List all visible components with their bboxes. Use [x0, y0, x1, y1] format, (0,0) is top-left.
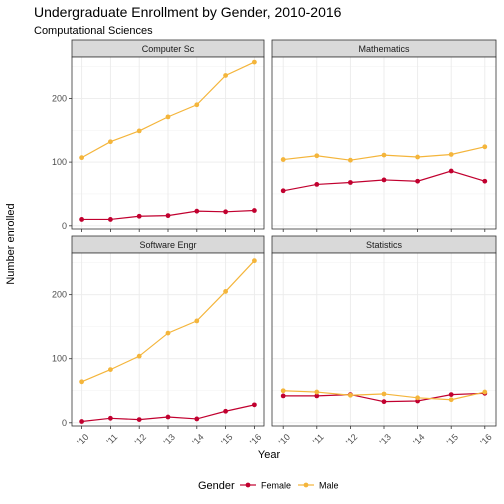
data-point-male: [348, 157, 353, 163]
data-point-male: [280, 157, 286, 162]
data-point-female: [280, 393, 286, 399]
data-point-female: [252, 402, 257, 408]
data-point-male: [381, 152, 387, 158]
y-tick-label: 0: [62, 221, 67, 231]
x-tick-label: '11: [104, 432, 119, 447]
legend-label: Male: [319, 481, 339, 491]
data-point-female: [280, 188, 286, 194]
legend-title: Gender: [198, 480, 235, 492]
panel-strip-label: Software Engr: [139, 240, 196, 250]
y-tick-label: 0: [62, 418, 67, 428]
data-point-male: [194, 318, 200, 324]
data-point-female: [223, 408, 229, 414]
data-point-male: [381, 391, 387, 397]
data-point-male: [415, 395, 420, 401]
x-tick-label: '12: [344, 432, 359, 447]
data-point-female: [314, 182, 320, 187]
data-point-female: [194, 416, 200, 422]
x-tick-label: '15: [445, 432, 460, 447]
panel-software-engr: Software Engr 0 100 200 '10 '11 '12 '13 '14 '15 '1…: [52, 235, 265, 447]
data-point-male: [136, 128, 142, 134]
x-tick-label: '10: [75, 432, 90, 447]
chart-title: Undergraduate Enrollment by Gender, 2010…: [34, 4, 342, 20]
data-point-female: [79, 217, 84, 222]
x-axis-title: Year: [258, 449, 281, 461]
data-point-male: [165, 330, 171, 336]
data-point-male: [482, 389, 488, 395]
data-point-male: [136, 353, 142, 359]
legend-item-male: Male: [298, 481, 339, 491]
data-point-female: [448, 392, 454, 398]
x-tick-label: '16: [478, 432, 493, 447]
data-point-female: [252, 208, 257, 213]
data-point-male: [448, 397, 454, 403]
data-point-male: [482, 144, 488, 150]
data-point-female: [108, 415, 113, 421]
data-point-female: [223, 209, 229, 215]
data-point-male: [223, 289, 229, 294]
panel-statistics: Statistics '10 '11 '12 '13 '14 '15 '16: [271, 235, 497, 447]
data-point-female: [194, 208, 200, 214]
data-point-male: [448, 152, 454, 157]
x-tick-label: '12: [133, 432, 148, 447]
panel-strip-label: Mathematics: [358, 44, 410, 54]
data-point-female: [381, 399, 387, 405]
x-tick-label: '14: [411, 432, 426, 447]
data-point-male: [252, 258, 257, 264]
data-point-male: [348, 392, 353, 398]
x-tick-label: '15: [219, 432, 234, 447]
x-tick-label: '11: [311, 432, 326, 447]
data-point-female: [108, 217, 113, 222]
legend: Gender Female Male: [198, 480, 339, 492]
data-point-female: [448, 168, 454, 174]
chart-subtitle: Computational Sciences: [34, 25, 153, 37]
x-tick-label: '13: [378, 432, 393, 447]
data-point-female: [381, 177, 387, 183]
data-point-female: [482, 178, 488, 184]
x-tick-label: '13: [162, 432, 177, 447]
panel-strip-label: Statistics: [366, 240, 403, 250]
data-point-male: [108, 367, 113, 373]
x-tick-label: '10: [277, 432, 292, 447]
legend-item-female: Female: [240, 481, 291, 491]
data-point-male: [252, 59, 257, 65]
data-point-male: [314, 389, 320, 395]
legend-key-point: [245, 482, 251, 488]
data-point-male: [280, 388, 286, 394]
data-point-female: [415, 178, 420, 184]
data-point-female: [314, 393, 320, 399]
y-tick-label: 100: [52, 157, 67, 167]
data-point-male: [79, 155, 84, 161]
data-point-male: [314, 153, 320, 159]
panel-mathematics: Mathematics'10'11'12'13'14'15'16: [271, 39, 497, 250]
y-tick-label: 100: [52, 354, 67, 364]
data-point-female: [165, 213, 171, 219]
data-point-female: [136, 417, 142, 422]
data-point-female: [348, 180, 353, 185]
y-tick-label: 200: [52, 93, 67, 103]
data-point-male: [165, 114, 171, 120]
panel-strip-label: Computer Sc: [142, 44, 195, 54]
data-point-male: [415, 154, 420, 160]
legend-key-point: [303, 482, 309, 488]
data-point-male: [223, 73, 229, 78]
data-point-male: [108, 139, 113, 145]
x-tick-label: '14: [190, 432, 205, 447]
legend-label: Female: [261, 481, 291, 491]
data-point-female: [79, 419, 84, 424]
panels: Computer Sc 0 100 200 '10 '11 '12 '13 '14 '15 '16 M…: [52, 39, 497, 447]
x-tick-label: '16: [248, 432, 263, 447]
data-point-male: [79, 379, 84, 385]
y-tick-label: 200: [52, 290, 67, 300]
y-axis-title: Number enrolled: [5, 203, 17, 284]
data-point-female: [136, 213, 142, 219]
data-point-male: [194, 102, 200, 108]
data-point-female: [165, 414, 171, 420]
